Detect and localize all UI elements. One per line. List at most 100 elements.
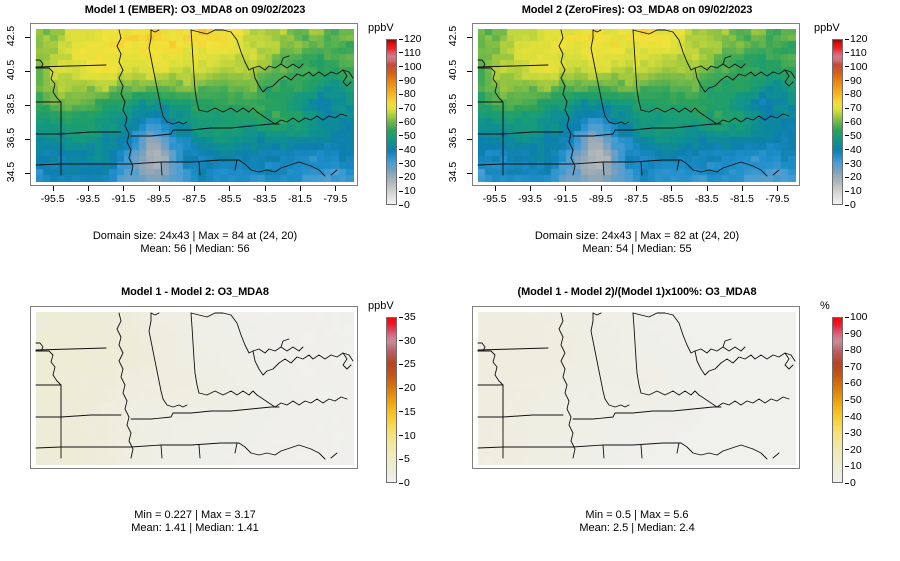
state-boundary-path <box>348 71 354 79</box>
colorbar-tick <box>845 204 849 206</box>
state-boundary-path <box>130 406 280 420</box>
colorbar-tick <box>399 340 403 342</box>
colorbar-tick <box>845 176 849 178</box>
state-boundary-path <box>572 442 682 448</box>
panel-difference-stats-line1: Min = 0.227 | Max = 3.17 <box>134 509 256 521</box>
state-boundary-path <box>640 390 700 396</box>
colorbar-tick <box>399 190 403 192</box>
panel-percent-difference-colorbar: % 0 10 20 30 40 50 60 70 80 90 100 <box>812 300 872 489</box>
colorbar-tick-label: 30 <box>850 157 862 170</box>
panel-model2-raster <box>478 29 796 182</box>
x-axis-tick-label: -81.5 <box>288 193 312 205</box>
colorbar-tick <box>399 458 403 460</box>
state-boundary-path <box>680 442 754 456</box>
x-axis-tick <box>494 186 496 191</box>
y-axis-tick <box>25 36 30 38</box>
state-boundary-path <box>35 350 62 459</box>
colorbar-tick-label: 110 <box>404 46 421 59</box>
y-axis-tick-label: 34.5 <box>5 161 17 182</box>
panel-percent-difference-title: (Model 1 - Model 2)/(Model 1)x100%: O3_M… <box>517 286 757 298</box>
x-axis-tick <box>636 186 637 191</box>
state-boundary-path <box>640 444 643 459</box>
state-boundary-path <box>190 29 200 111</box>
state-boundary-path <box>722 55 732 65</box>
colorbar-tick-label: 40 <box>404 143 416 156</box>
state-boundary-path <box>477 342 486 352</box>
panel-model2-stats-line2: Mean: 54 | Median: 55 <box>582 243 692 255</box>
state-boundary-path <box>252 67 350 93</box>
state-boundary-path <box>198 444 201 459</box>
colorbar-tick <box>845 149 849 151</box>
colorbar-tick-label: 30 <box>404 334 416 347</box>
state-boundary-path <box>502 131 564 135</box>
y-axis-tick-label: 42.5 <box>447 25 459 46</box>
state-boundary-path <box>60 131 122 135</box>
colorbar-tick <box>845 432 849 434</box>
colorbar-tick-label: 0 <box>850 477 856 489</box>
y-axis-tick <box>467 104 472 106</box>
panel-model2-plot-box <box>472 23 800 186</box>
panel-difference-stats-line2: Mean: 1.41 | Median: 1.41 <box>131 522 259 534</box>
state-boundary-path <box>672 31 746 71</box>
panel-percent-difference-colorbar-gradient <box>832 317 843 483</box>
state-boundary-path <box>160 161 163 176</box>
y-axis-tick <box>467 138 472 140</box>
colorbar-tick-label: 40 <box>850 143 862 156</box>
colorbar-tick <box>399 204 403 206</box>
state-boundary-path <box>477 163 574 166</box>
state-boundary-path <box>130 123 280 137</box>
x-axis-tick <box>777 186 779 191</box>
colorbar-tick-label: 10 <box>404 185 416 198</box>
state-boundary-path <box>676 442 680 454</box>
state-boundary-path <box>160 444 163 459</box>
x-axis-tick-label: -81.5 <box>730 193 754 205</box>
state-boundary-path <box>477 64 549 68</box>
state-boundary-path <box>190 29 232 35</box>
x-axis-tick <box>88 186 89 191</box>
colorbar-tick-label: 60 <box>850 116 862 128</box>
state-boundary-path <box>572 159 682 165</box>
panel-percent-difference-stats-line2: Mean: 2.5 | Median: 2.4 <box>579 522 695 534</box>
colorbar-tick-label: 5 <box>404 453 410 466</box>
y-axis-tick-label: 40.5 <box>5 59 17 80</box>
state-boundary-path <box>698 394 790 408</box>
x-axis-tick-label: -87.5 <box>182 193 206 205</box>
state-boundary-path <box>632 312 674 318</box>
state-boundary-path <box>116 312 134 459</box>
state-boundary-path <box>35 163 132 166</box>
state-boundary-path <box>572 123 722 137</box>
panel-model2-colorbar-gradient <box>832 39 843 205</box>
colorbar-tick <box>845 163 849 164</box>
colorbar-tick <box>845 416 849 418</box>
state-boundary-path <box>784 352 794 370</box>
state-boundary-path <box>35 347 107 351</box>
state-boundary-path <box>234 442 238 454</box>
colorbar-tick-label: 70 <box>850 102 862 115</box>
state-boundary-path <box>198 161 201 176</box>
x-axis-tick <box>264 186 266 191</box>
y-axis-tick-label: 36.5 <box>5 127 17 148</box>
state-boundary-path <box>35 67 62 176</box>
state-boundary-path <box>694 350 792 376</box>
colorbar-tick-label: 80 <box>404 88 416 101</box>
panel-difference-raster <box>36 312 354 465</box>
state-boundary-path <box>35 59 44 69</box>
state-boundary-path <box>130 442 240 448</box>
colorbar-tick <box>399 80 403 81</box>
colorbar-tick <box>845 399 849 401</box>
x-axis-tick <box>530 186 531 191</box>
panel-model2-colorbar: ppbV 0 10 20 30 40 50 60 70 80 90 100 110 120 <box>812 22 872 211</box>
colorbar-tick-label: 50 <box>404 129 416 142</box>
colorbar-tick <box>845 121 849 123</box>
x-axis-tick <box>600 186 602 191</box>
colorbar-tick-label: 10 <box>404 429 416 442</box>
state-boundary-path <box>592 312 602 316</box>
colorbar-tick-label: 40 <box>850 410 862 423</box>
colorbar-tick-label: 70 <box>850 360 862 373</box>
x-axis-tick <box>742 186 743 191</box>
x-axis-tick <box>52 186 54 191</box>
x-axis-tick-label: -93.5 <box>518 193 542 205</box>
y-axis-tick <box>467 70 472 72</box>
state-boundary-path <box>150 29 160 33</box>
y-axis-tick-label: 38.5 <box>447 93 459 114</box>
